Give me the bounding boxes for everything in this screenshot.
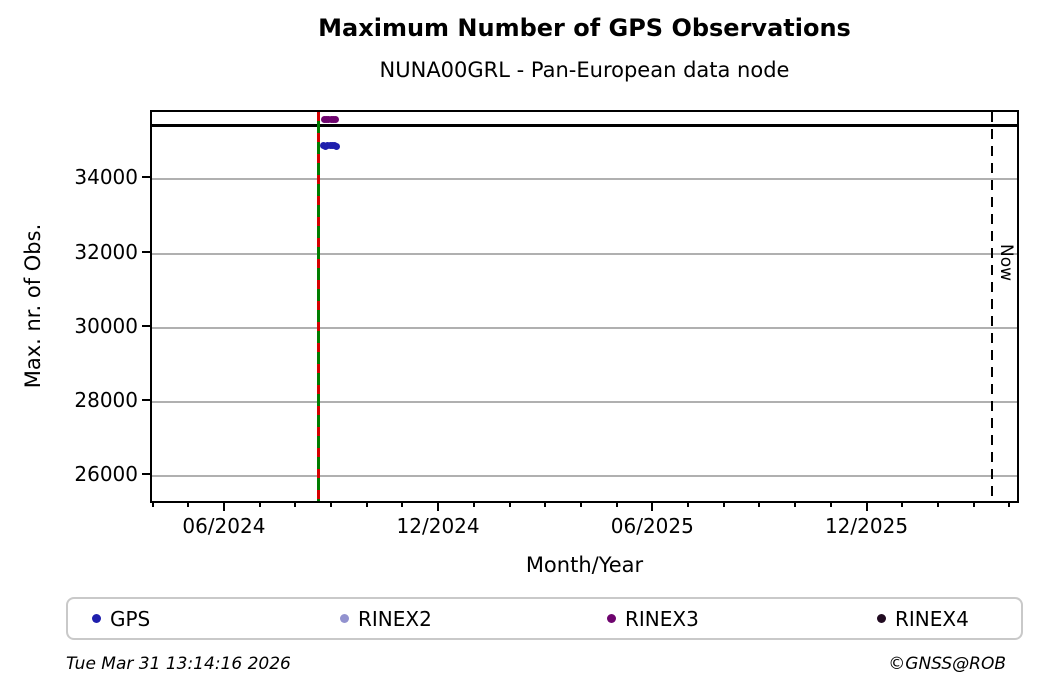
y-tick-mark [142, 398, 150, 401]
max-observations-line [152, 124, 1017, 128]
y-tick-mark [142, 176, 150, 179]
legend-label-gps: GPS [110, 606, 151, 631]
x-tick-mark-major [222, 503, 225, 511]
legend-label-rinex2: RINEX2 [358, 606, 432, 631]
scatter-point-rinex3 [331, 116, 339, 124]
x-tick-label: 06/2025 [610, 514, 694, 538]
x-axis-label: Month/Year [525, 553, 644, 577]
x-tick-mark-minor [722, 503, 725, 507]
grid-line [152, 178, 1017, 181]
x-tick-label: 06/2024 [182, 514, 266, 538]
x-tick-mark-major [437, 503, 440, 511]
grid-line [152, 475, 1017, 478]
credit-text: ©GNSS@ROB [888, 654, 1006, 674]
legend: GPS RINEX2 RINEX3 RINEX4 [66, 597, 1023, 640]
y-tick-mark [142, 473, 150, 476]
x-tick-mark-minor [365, 503, 368, 507]
x-tick-mark-minor [936, 503, 939, 507]
x-tick-mark-minor [615, 503, 618, 507]
x-tick-mark-minor [579, 503, 582, 507]
plot-area: Now [150, 110, 1019, 503]
now-line [991, 112, 994, 501]
scatter-point-gps [333, 142, 341, 150]
legend-label-rinex3: RINEX3 [625, 606, 699, 631]
x-tick-mark-major [651, 503, 654, 511]
x-tick-mark-minor [330, 503, 332, 507]
x-tick-mark-minor [829, 503, 832, 507]
x-tick-mark-minor [687, 503, 689, 507]
x-tick-mark-minor [151, 503, 154, 507]
rinex3-swatch-icon [607, 614, 616, 623]
grid-line [152, 252, 1017, 255]
chart-title: Maximum Number of GPS Observations [318, 14, 851, 42]
x-tick-mark-minor [544, 503, 547, 507]
y-tick-mark [142, 250, 150, 253]
y-tick-label: 26000 [74, 462, 138, 487]
grid-line [152, 400, 1017, 403]
x-tick-mark-minor [794, 503, 797, 507]
y-tick-label: 28000 [74, 387, 138, 412]
legend-item-gps: GPS [92, 599, 150, 638]
x-tick-mark-minor [1008, 503, 1011, 507]
x-tick-mark-minor [401, 503, 404, 507]
x-tick-label: 12/2024 [396, 514, 480, 538]
rinex2-swatch-icon [340, 614, 349, 623]
now-line-label: Now [996, 244, 1017, 282]
grid-line [152, 326, 1017, 329]
gps-swatch-icon [92, 614, 101, 623]
x-tick-mark-minor [758, 503, 761, 507]
event-line-red-dashes [316, 112, 320, 501]
legend-item-rinex4: RINEX4 [877, 599, 969, 638]
legend-item-rinex3: RINEX3 [607, 599, 699, 638]
y-tick-label: 30000 [74, 313, 138, 338]
x-tick-mark-minor [972, 503, 975, 507]
y-tick-label: 34000 [74, 165, 138, 190]
x-tick-mark-minor [901, 503, 904, 507]
x-tick-mark-minor [294, 503, 297, 507]
y-tick-label: 32000 [74, 239, 138, 264]
x-tick-label: 12/2025 [824, 514, 909, 538]
x-tick-mark-major [865, 503, 868, 511]
x-tick-mark-minor [472, 503, 475, 507]
x-tick-mark-minor [508, 503, 511, 507]
legend-label-rinex4: RINEX4 [895, 606, 969, 631]
x-tick-mark-minor [187, 503, 190, 507]
chart-subtitle: NUNA00GRL - Pan-European data node [379, 58, 790, 82]
legend-item-rinex2: RINEX2 [340, 599, 432, 638]
x-tick-mark-minor [258, 503, 261, 507]
y-tick-mark [142, 324, 150, 327]
rinex4-swatch-icon [877, 614, 886, 623]
plot-timestamp: Tue Mar 31 13:14:16 2026 [66, 654, 291, 674]
